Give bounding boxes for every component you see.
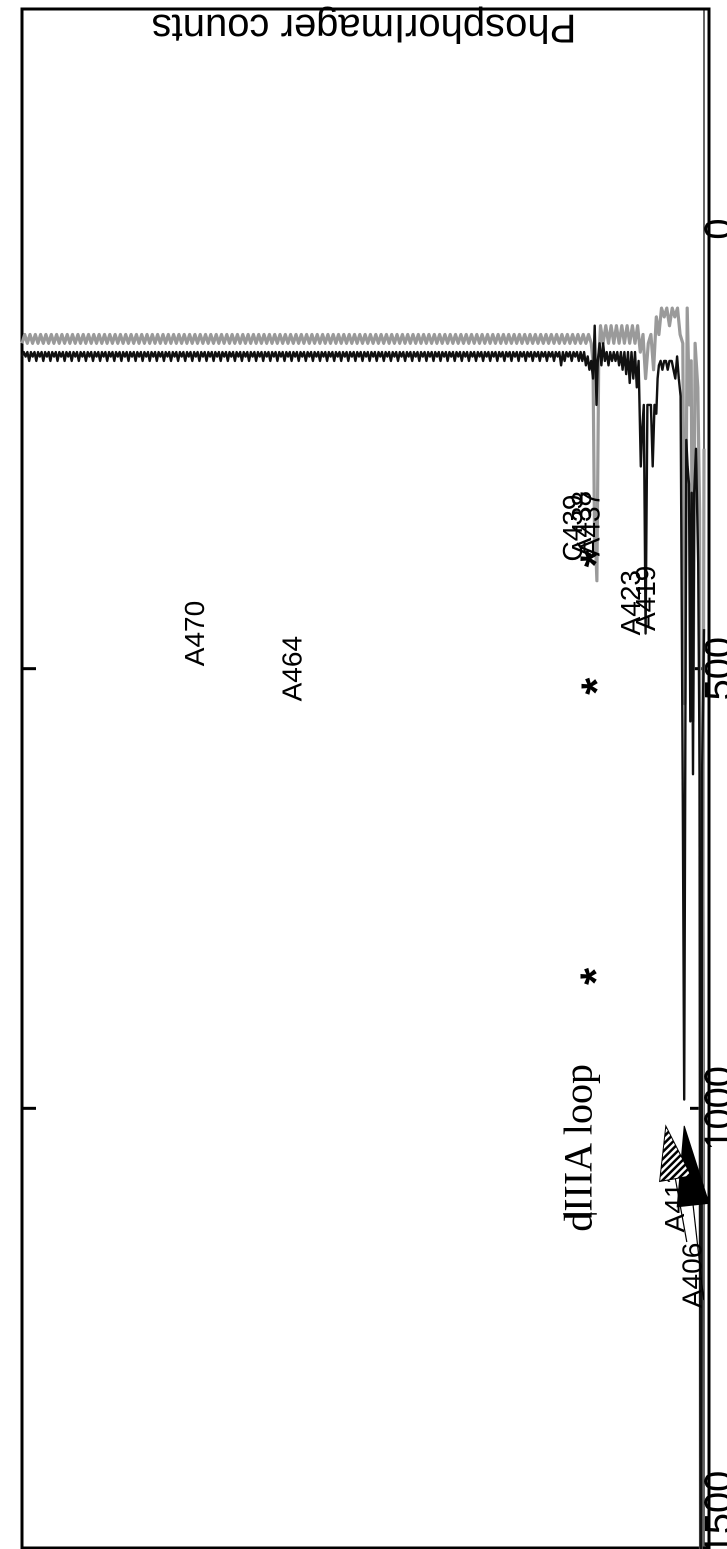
- asterisk-marker: *: [572, 677, 621, 695]
- y-tick-label: 0: [698, 218, 727, 239]
- asterisk-marker: *: [572, 967, 621, 985]
- y-axis-ticks: 050010001500: [22, 218, 727, 1549]
- peak-label: A423: [615, 570, 646, 635]
- arrow-marker: [659, 1124, 692, 1183]
- arrow-tail: [692, 1204, 705, 1301]
- arrow-tail: [674, 1178, 688, 1243]
- peak-label: A470: [179, 601, 210, 666]
- peak-label: A464: [277, 636, 308, 701]
- peak-label: A406: [677, 1243, 708, 1308]
- series-line-dark: [20, 324, 706, 1549]
- loop-label: dIIIA loop: [555, 1064, 600, 1232]
- y-axis-label: PhosphorImager counts: [152, 6, 577, 50]
- plot-frame: [20, 7, 711, 1549]
- peak-label: A419: [630, 566, 661, 631]
- asterisk-marker: *: [572, 549, 621, 567]
- peak-label: C439: [557, 495, 588, 562]
- peak-label: A437: [575, 491, 606, 556]
- series-layer: [20, 306, 706, 1549]
- peak-label: A438: [566, 491, 597, 556]
- series-line-light: [20, 306, 706, 1549]
